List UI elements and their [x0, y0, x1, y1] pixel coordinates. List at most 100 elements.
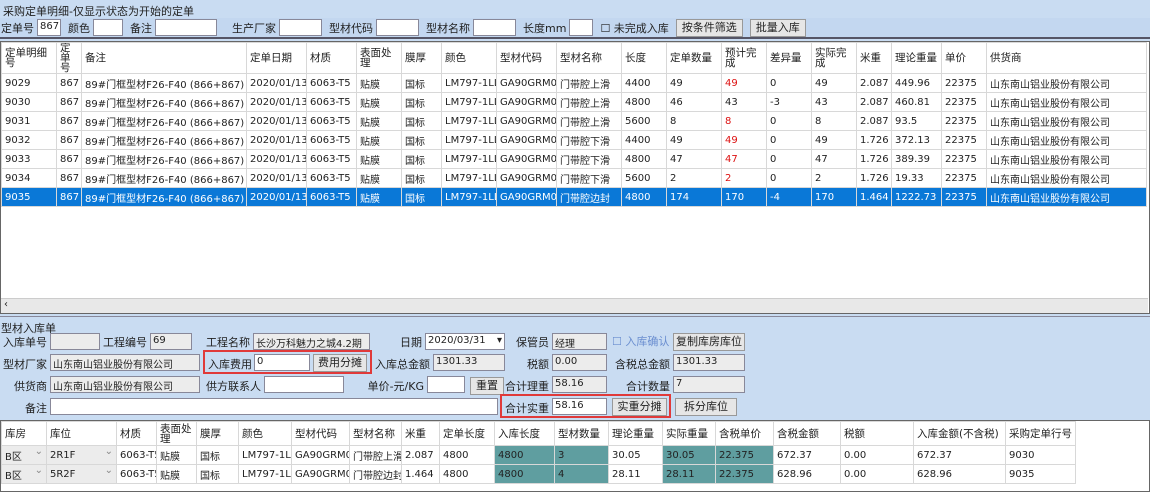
- table-row[interactable]: 9035 867 89#门框型材F26-F40 (866+867) 2020/01/1…: [1, 187, 1147, 207]
- table-cell[interactable]: 6063-T5: [116, 445, 157, 465]
- table-cell[interactable]: 4800: [621, 149, 667, 169]
- table-cell[interactable]: 1.726: [856, 130, 892, 150]
- theo-weight-field[interactable]: 58.16: [552, 376, 607, 393]
- column-header[interactable]: 材质: [116, 421, 157, 446]
- table-cell[interactable]: 2020/01/13: [246, 111, 307, 131]
- table-row[interactable]: 9034 867 89#门框型材F26-F40 (866+867) 2020/01/1…: [1, 168, 1147, 188]
- table-cell[interactable]: GA90GRM04: [496, 168, 557, 188]
- column-header[interactable]: 米重: [856, 42, 892, 74]
- column-header[interactable]: 定单长度: [439, 421, 495, 446]
- table-cell[interactable]: 国标: [401, 168, 442, 188]
- table-cell[interactable]: 2: [811, 168, 857, 188]
- table-cell[interactable]: 门带腔下滑: [556, 168, 622, 188]
- table-cell[interactable]: 山东南山铝业股份有限公司: [986, 187, 1147, 207]
- table-cell[interactable]: 22375: [941, 111, 987, 131]
- table-cell[interactable]: 4800: [494, 464, 555, 484]
- calendar-dropdown-icon[interactable]: ▾: [496, 335, 502, 346]
- table-cell[interactable]: 国标: [196, 464, 239, 484]
- table-cell[interactable]: 9030: [1005, 445, 1076, 465]
- column-header[interactable]: 含税金额: [773, 421, 841, 446]
- table-cell[interactable]: 山东南山铝业股份有限公司: [986, 73, 1147, 93]
- table-cell[interactable]: 49: [811, 130, 857, 150]
- table-cell[interactable]: 山东南山铝业股份有限公司: [986, 149, 1147, 169]
- incomplete-checkbox[interactable]: ☐ 未完成入库: [600, 21, 669, 35]
- column-header[interactable]: 单价: [941, 42, 987, 74]
- table-cell[interactable]: 4400: [621, 73, 667, 93]
- table-cell[interactable]: 46: [666, 92, 722, 112]
- table-cell[interactable]: 0: [766, 149, 812, 169]
- table-cell[interactable]: 门带腔上滑: [556, 73, 622, 93]
- table-cell[interactable]: 30.05: [662, 445, 716, 465]
- table-cell[interactable]: 2.087: [856, 73, 892, 93]
- table-cell[interactable]: 89#门框型材F26-F40 (866+867): [81, 168, 247, 188]
- actual-allocate-button[interactable]: 实重分摊: [612, 398, 667, 416]
- table-cell[interactable]: 6063-T5: [306, 130, 357, 150]
- reset-button[interactable]: 重置: [470, 377, 504, 395]
- table-cell[interactable]: 门带腔边封: [556, 187, 622, 207]
- table-row[interactable]: B区⌄5R2F⌄6063-T5贴膜国标LM797-1LL0GA90GRM05门带…: [1, 464, 1076, 484]
- table-cell[interactable]: 山东南山铝业股份有限公司: [986, 130, 1147, 150]
- table-cell[interactable]: 672.37: [773, 445, 841, 465]
- column-header[interactable]: 理论重量: [891, 42, 942, 74]
- table-cell[interactable]: 贴膜: [356, 111, 402, 131]
- filter-button[interactable]: 按条件筛选: [675, 18, 743, 37]
- dropdown-chevron-icon[interactable]: ⌄: [34, 446, 43, 458]
- table-cell[interactable]: 2020/01/13: [246, 149, 307, 169]
- table-row[interactable]: 9029 867 89#门框型材F26-F40 (866+867) 2020/01/1…: [1, 73, 1147, 93]
- table-cell[interactable]: 国标: [401, 149, 442, 169]
- code-input[interactable]: [376, 19, 419, 36]
- table-row[interactable]: 9030 867 89#门框型材F26-F40 (866+867) 2020/01/1…: [1, 92, 1147, 112]
- table-cell[interactable]: -4: [766, 187, 812, 207]
- table-cell[interactable]: 2020/01/13: [246, 130, 307, 150]
- qty-field[interactable]: 7: [673, 376, 745, 393]
- total-tax-field[interactable]: 1301.33: [673, 354, 745, 371]
- column-header[interactable]: 型材数量: [554, 421, 609, 446]
- column-header[interactable]: 实际完成: [811, 42, 857, 74]
- table-cell[interactable]: 山东南山铝业股份有限公司: [986, 168, 1147, 188]
- remark-input[interactable]: [50, 398, 498, 415]
- table-cell[interactable]: 28.11: [608, 464, 663, 484]
- remark-input[interactable]: [155, 19, 217, 36]
- total-field[interactable]: 1301.33: [433, 354, 505, 371]
- column-header[interactable]: 采购定单行号: [1005, 421, 1076, 446]
- table-cell[interactable]: 22375: [941, 130, 987, 150]
- column-header[interactable]: 入库长度: [494, 421, 555, 446]
- column-header[interactable]: 实际重量: [662, 421, 716, 446]
- table-cell[interactable]: 9033: [1, 149, 57, 169]
- table-cell[interactable]: 5600: [621, 111, 667, 131]
- column-header[interactable]: 定单号: [56, 42, 82, 74]
- table-cell[interactable]: 22.375: [715, 464, 774, 484]
- table-cell[interactable]: 867: [56, 187, 82, 207]
- table-cell[interactable]: 4800: [494, 445, 555, 465]
- table-cell[interactable]: 贴膜: [356, 187, 402, 207]
- table-cell[interactable]: LM797-1LL0: [441, 149, 497, 169]
- table-cell[interactable]: 89#门框型材F26-F40 (866+867): [81, 187, 247, 207]
- table-cell[interactable]: 89#门框型材F26-F40 (866+867): [81, 149, 247, 169]
- batch-in-button[interactable]: 批量入库: [749, 18, 806, 37]
- table-cell[interactable]: 4400: [621, 130, 667, 150]
- table-cell[interactable]: GA90GRM05: [291, 464, 350, 484]
- fee-input[interactable]: 0: [254, 354, 310, 371]
- column-header[interactable]: 米重: [401, 421, 440, 446]
- column-header[interactable]: 供货商: [986, 42, 1147, 74]
- table-cell[interactable]: 5R2F ⌄: [46, 464, 117, 484]
- table-cell[interactable]: 4800: [439, 464, 495, 484]
- table-cell[interactable]: 0: [766, 130, 812, 150]
- column-header[interactable]: 长度: [621, 42, 667, 74]
- table-cell[interactable]: 门带腔上滑: [556, 92, 622, 112]
- name-input[interactable]: [473, 19, 516, 36]
- column-header[interactable]: 型材名称: [349, 421, 402, 446]
- project-name-input[interactable]: 长沙万科魅力之城4.2期: [253, 333, 370, 350]
- table-cell[interactable]: 2.087: [401, 445, 440, 465]
- table-cell[interactable]: 4: [554, 464, 609, 484]
- table-cell[interactable]: GA90GRM04: [496, 130, 557, 150]
- table-cell[interactable]: 山东南山铝业股份有限公司: [986, 111, 1147, 131]
- table-cell[interactable]: GA90GRM03: [496, 111, 557, 131]
- column-header[interactable]: 库房: [1, 421, 47, 446]
- table-cell[interactable]: 49: [721, 130, 767, 150]
- table-cell[interactable]: 6063-T5: [306, 111, 357, 131]
- table-cell[interactable]: 3: [554, 445, 609, 465]
- table-row[interactable]: 9031 867 89#门框型材F26-F40 (866+867) 2020/01/1…: [1, 111, 1147, 131]
- column-header[interactable]: 表面处理: [156, 421, 197, 446]
- column-header[interactable]: 膜厚: [196, 421, 239, 446]
